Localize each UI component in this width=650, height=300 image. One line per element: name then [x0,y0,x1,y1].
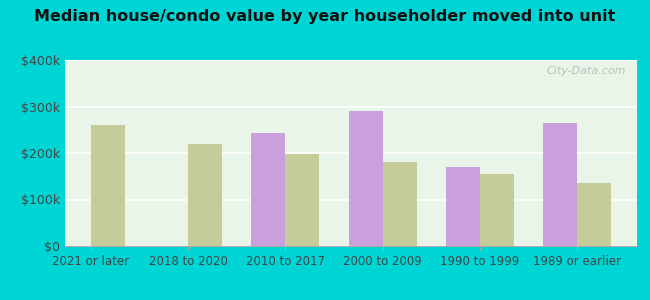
Bar [188,144,222,246]
Bar [348,111,383,246]
Text: City-Data.com: City-Data.com [546,66,625,76]
Bar [383,162,417,246]
Text: Median house/condo value by year householder moved into unit: Median house/condo value by year househo… [34,9,616,24]
Bar [577,183,611,246]
Bar [446,167,480,246]
Bar [480,174,514,246]
Bar [91,125,125,246]
Bar [543,123,577,246]
Bar [285,154,319,246]
Bar [252,134,285,246]
